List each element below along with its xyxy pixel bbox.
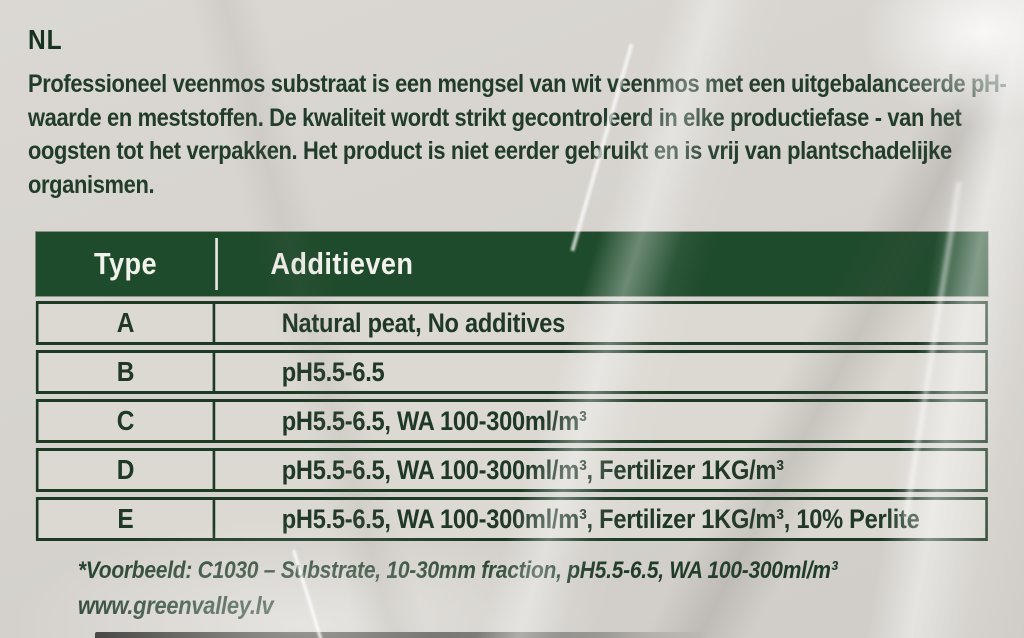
- additives-cell: pH5.5-6.5, WA 100-300ml/m³, Fertilizer 1…: [281, 503, 920, 534]
- table-header-row: Type Additieven: [35, 232, 988, 296]
- additives-cell: pH5.5-6.5, WA 100-300ml/m³: [281, 405, 587, 436]
- type-cell: B: [39, 353, 216, 391]
- table-row: D pH5.5-6.5, WA 100-300ml/m³, Fertilizer…: [35, 448, 988, 492]
- website-url: www.greenvalley.lv: [77, 592, 274, 620]
- additives-cell: Natural peat, No additives: [281, 307, 566, 338]
- example-note: *Voorbeeld: C1030 – Substrate, 10-30mm f…: [77, 557, 838, 584]
- table-header-additives: Additieven: [270, 246, 414, 281]
- table-row: B pH5.5-6.5: [35, 350, 988, 394]
- label-footer: *Voorbeeld: C1030 – Substrate, 10-30mm f…: [78, 557, 1024, 621]
- additives-table: Type Additieven A Natural peat, No addit…: [35, 232, 988, 541]
- bottom-dark-strip: [95, 632, 707, 638]
- table-row: C pH5.5-6.5, WA 100-300ml/m³: [35, 399, 988, 443]
- type-cell: C: [39, 402, 216, 440]
- table-header-type: Type: [94, 246, 158, 281]
- additives-cell: pH5.5-6.5: [281, 356, 385, 387]
- table-row: E pH5.5-6.5, WA 100-300ml/m³, Fertilizer…: [35, 497, 988, 541]
- language-heading: NL: [28, 24, 63, 55]
- label-content: NL Professioneel veenmos substraat is ee…: [28, 24, 1024, 621]
- type-cell: E: [39, 500, 216, 538]
- type-cell: A: [39, 304, 216, 342]
- product-description: Professioneel veenmos substraat is een m…: [28, 70, 1007, 199]
- type-cell: D: [39, 451, 216, 489]
- additives-cell: pH5.5-6.5, WA 100-300ml/m³, Fertilizer 1…: [281, 454, 784, 485]
- table-row: A Natural peat, No additives: [35, 301, 988, 345]
